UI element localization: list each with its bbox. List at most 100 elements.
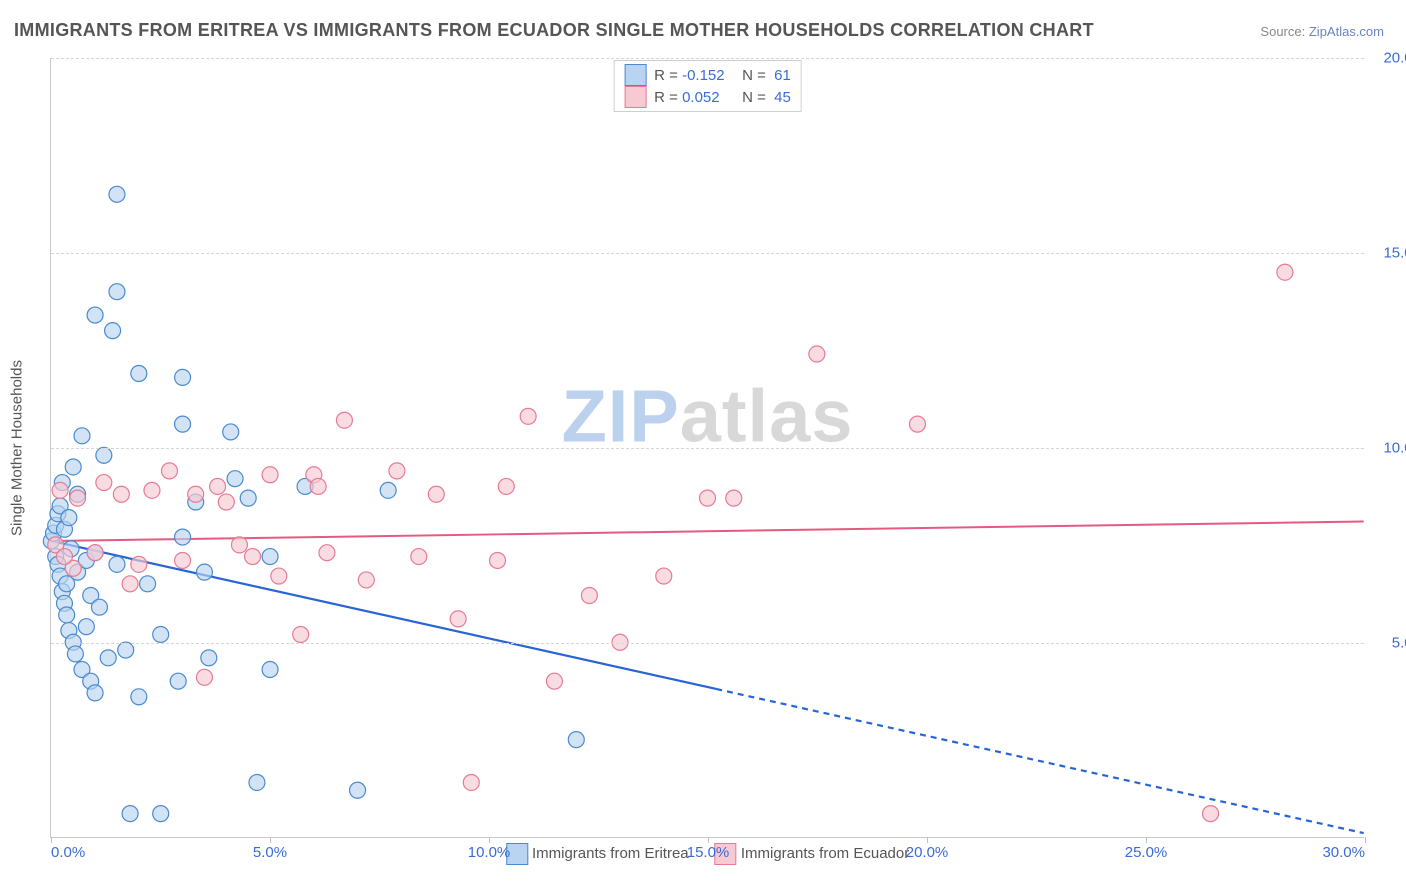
- data-point-eritrea: [223, 424, 239, 440]
- trendline-eritrea: [51, 541, 716, 689]
- gridline: [51, 253, 1364, 254]
- x-tick-label: 20.0%: [906, 844, 949, 861]
- data-point-eritrea: [109, 556, 125, 572]
- source-attribution: Source: ZipAtlas.com: [1260, 24, 1384, 39]
- x-tick-label: 25.0%: [1125, 844, 1168, 861]
- data-point-ecuador: [656, 568, 672, 584]
- chart-container: IMMIGRANTS FROM ERITREA VS IMMIGRANTS FR…: [0, 0, 1406, 892]
- data-point-eritrea: [568, 732, 584, 748]
- x-tick-mark: [51, 837, 52, 843]
- chart-title: IMMIGRANTS FROM ERITREA VS IMMIGRANTS FR…: [14, 20, 1094, 41]
- data-point-ecuador: [546, 673, 562, 689]
- data-point-ecuador: [131, 556, 147, 572]
- data-point-eritrea: [105, 323, 121, 339]
- data-point-eritrea: [100, 650, 116, 666]
- x-tick-label: 30.0%: [1322, 844, 1365, 861]
- data-point-eritrea: [109, 284, 125, 300]
- legend-label: Immigrants from Ecuador: [741, 845, 909, 862]
- data-point-eritrea: [201, 650, 217, 666]
- data-point-ecuador: [210, 478, 226, 494]
- data-point-ecuador: [490, 552, 506, 568]
- data-point-eritrea: [67, 646, 83, 662]
- y-tick-label: 10.0%: [1383, 440, 1406, 457]
- data-point-eritrea: [118, 642, 134, 658]
- data-point-eritrea: [131, 689, 147, 705]
- data-point-eritrea: [350, 782, 366, 798]
- x-tick-mark: [270, 837, 271, 843]
- data-point-ecuador: [144, 482, 160, 498]
- data-point-ecuador: [87, 545, 103, 561]
- source-value: ZipAtlas.com: [1309, 24, 1384, 39]
- data-point-eritrea: [170, 673, 186, 689]
- data-point-ecuador: [245, 549, 261, 565]
- x-tick-label: 5.0%: [253, 844, 287, 861]
- data-point-ecuador: [113, 486, 129, 502]
- x-tick-mark: [927, 837, 928, 843]
- data-point-eritrea: [175, 529, 191, 545]
- legend-item: Immigrants from Ecuador: [715, 843, 910, 865]
- trendline-ecuador: [51, 522, 1363, 541]
- source-label: Source:: [1260, 24, 1305, 39]
- data-point-eritrea: [175, 369, 191, 385]
- data-point-eritrea: [122, 806, 138, 822]
- data-point-ecuador: [70, 490, 86, 506]
- x-tick-mark: [708, 837, 709, 843]
- data-point-eritrea: [91, 599, 107, 615]
- gridline: [51, 58, 1364, 59]
- data-point-eritrea: [153, 806, 169, 822]
- data-point-ecuador: [1277, 264, 1293, 280]
- data-point-ecuador: [231, 537, 247, 553]
- data-point-eritrea: [74, 428, 90, 444]
- data-point-ecuador: [809, 346, 825, 362]
- data-point-ecuador: [428, 486, 444, 502]
- data-point-ecuador: [271, 568, 287, 584]
- x-tick-label: 15.0%: [687, 844, 730, 861]
- legend-item: Immigrants from Eritrea: [506, 843, 689, 865]
- data-point-ecuador: [218, 494, 234, 510]
- data-point-eritrea: [240, 490, 256, 506]
- legend-label: Immigrants from Eritrea: [532, 845, 689, 862]
- data-point-ecuador: [122, 576, 138, 592]
- data-point-eritrea: [380, 482, 396, 498]
- data-point-ecuador: [96, 475, 112, 491]
- data-point-ecuador: [188, 486, 204, 502]
- data-point-eritrea: [96, 447, 112, 463]
- data-point-ecuador: [319, 545, 335, 561]
- data-point-ecuador: [581, 588, 597, 604]
- x-tick-label: 10.0%: [468, 844, 511, 861]
- data-point-eritrea: [196, 564, 212, 580]
- data-point-ecuador: [726, 490, 742, 506]
- data-point-eritrea: [131, 366, 147, 382]
- y-axis-label: Single Mother Households: [9, 360, 26, 536]
- data-point-ecuador: [293, 626, 309, 642]
- data-point-eritrea: [227, 471, 243, 487]
- data-point-ecuador: [389, 463, 405, 479]
- data-point-eritrea: [59, 607, 75, 623]
- data-point-eritrea: [153, 626, 169, 642]
- data-point-ecuador: [463, 774, 479, 790]
- data-point-eritrea: [78, 619, 94, 635]
- y-tick-label: 5.0%: [1392, 635, 1406, 652]
- data-point-ecuador: [358, 572, 374, 588]
- data-point-ecuador: [1203, 806, 1219, 822]
- data-point-ecuador: [450, 611, 466, 627]
- data-point-ecuador: [336, 412, 352, 428]
- data-point-eritrea: [249, 774, 265, 790]
- gridline: [51, 448, 1364, 449]
- y-tick-label: 15.0%: [1383, 245, 1406, 262]
- data-point-ecuador: [700, 490, 716, 506]
- data-point-ecuador: [909, 416, 925, 432]
- data-point-ecuador: [175, 552, 191, 568]
- data-point-eritrea: [87, 307, 103, 323]
- data-point-ecuador: [161, 463, 177, 479]
- data-point-eritrea: [87, 685, 103, 701]
- x-tick-label: 0.0%: [51, 844, 85, 861]
- data-point-eritrea: [61, 510, 77, 526]
- x-tick-mark: [489, 837, 490, 843]
- y-tick-label: 20.0%: [1383, 50, 1406, 67]
- data-point-ecuador: [56, 549, 72, 565]
- data-point-ecuador: [520, 408, 536, 424]
- data-point-ecuador: [196, 669, 212, 685]
- trendline-eritrea: [716, 689, 1363, 833]
- data-point-eritrea: [65, 459, 81, 475]
